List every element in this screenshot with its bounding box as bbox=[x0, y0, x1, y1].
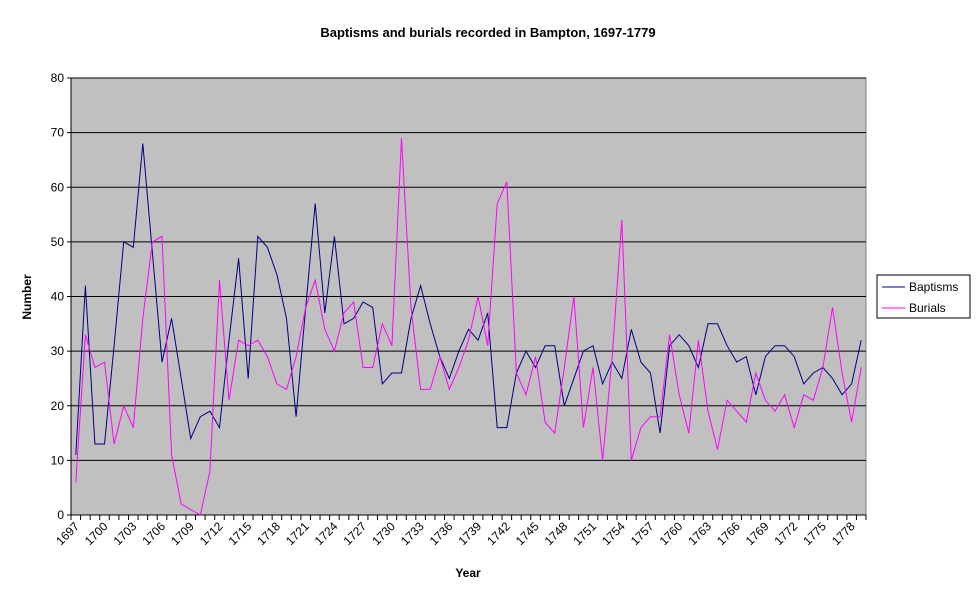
legend-label-burials: Burials bbox=[909, 301, 946, 315]
y-axis-label: Number bbox=[20, 274, 34, 320]
gridlines bbox=[71, 77, 866, 461]
series-line-baptisms bbox=[75, 143, 862, 455]
x-tick-label: 1745 bbox=[513, 519, 542, 548]
y-tick-label: 50 bbox=[51, 235, 65, 249]
x-tick-label: 1775 bbox=[800, 519, 829, 548]
x-tick-label: 1769 bbox=[743, 519, 772, 548]
x-tick-label: 1736 bbox=[427, 519, 456, 548]
x-tick-label: 1739 bbox=[455, 519, 484, 548]
x-tick-label: 1751 bbox=[570, 519, 599, 548]
x-tick-label: 1733 bbox=[398, 519, 427, 548]
x-tick-label: 1712 bbox=[197, 519, 226, 548]
x-tick-label: 1748 bbox=[542, 519, 571, 548]
x-tick-label: 1724 bbox=[312, 519, 341, 548]
x-tick-label: 1700 bbox=[82, 519, 111, 548]
y-tick-label: 20 bbox=[51, 399, 65, 413]
x-tick-label: 1730 bbox=[369, 519, 398, 548]
x-tick-label: 1727 bbox=[340, 519, 369, 548]
x-tick-label: 1742 bbox=[484, 519, 513, 548]
x-tick-label: 1703 bbox=[111, 519, 140, 548]
x-tick-label: 1760 bbox=[657, 519, 686, 548]
x-tick-label: 1757 bbox=[628, 519, 657, 548]
x-tick-label: 1766 bbox=[714, 519, 743, 548]
x-tick-label: 1772 bbox=[772, 519, 801, 548]
x-tick-label: 1763 bbox=[685, 519, 714, 548]
x-tick-label: 1709 bbox=[168, 519, 197, 548]
series-lines bbox=[75, 138, 862, 516]
x-tick-label: 1715 bbox=[226, 519, 255, 548]
x-tick-label: 1697 bbox=[53, 519, 82, 548]
x-tick-label: 1718 bbox=[254, 519, 283, 548]
x-tick-label: 1706 bbox=[139, 519, 168, 548]
y-tick-label: 0 bbox=[57, 508, 64, 522]
chart-title: Baptisms and burials recorded in Bampton… bbox=[320, 25, 655, 40]
y-tick-label: 70 bbox=[51, 126, 65, 140]
y-tick-label: 30 bbox=[51, 344, 65, 358]
x-axis-label: Year bbox=[455, 566, 481, 580]
x-tick-label: 1721 bbox=[283, 519, 312, 548]
y-tick-label: 80 bbox=[51, 71, 65, 85]
y-tick-label: 40 bbox=[51, 290, 65, 304]
y-tick-label: 60 bbox=[51, 180, 65, 194]
x-tick-label: 1754 bbox=[599, 519, 628, 548]
x-tick-label: 1778 bbox=[829, 519, 858, 548]
series-line-burials bbox=[75, 138, 862, 516]
legend: Baptisms Burials bbox=[876, 274, 971, 319]
y-tick-label: 10 bbox=[51, 453, 65, 467]
legend-label-baptisms: Baptisms bbox=[909, 280, 958, 294]
